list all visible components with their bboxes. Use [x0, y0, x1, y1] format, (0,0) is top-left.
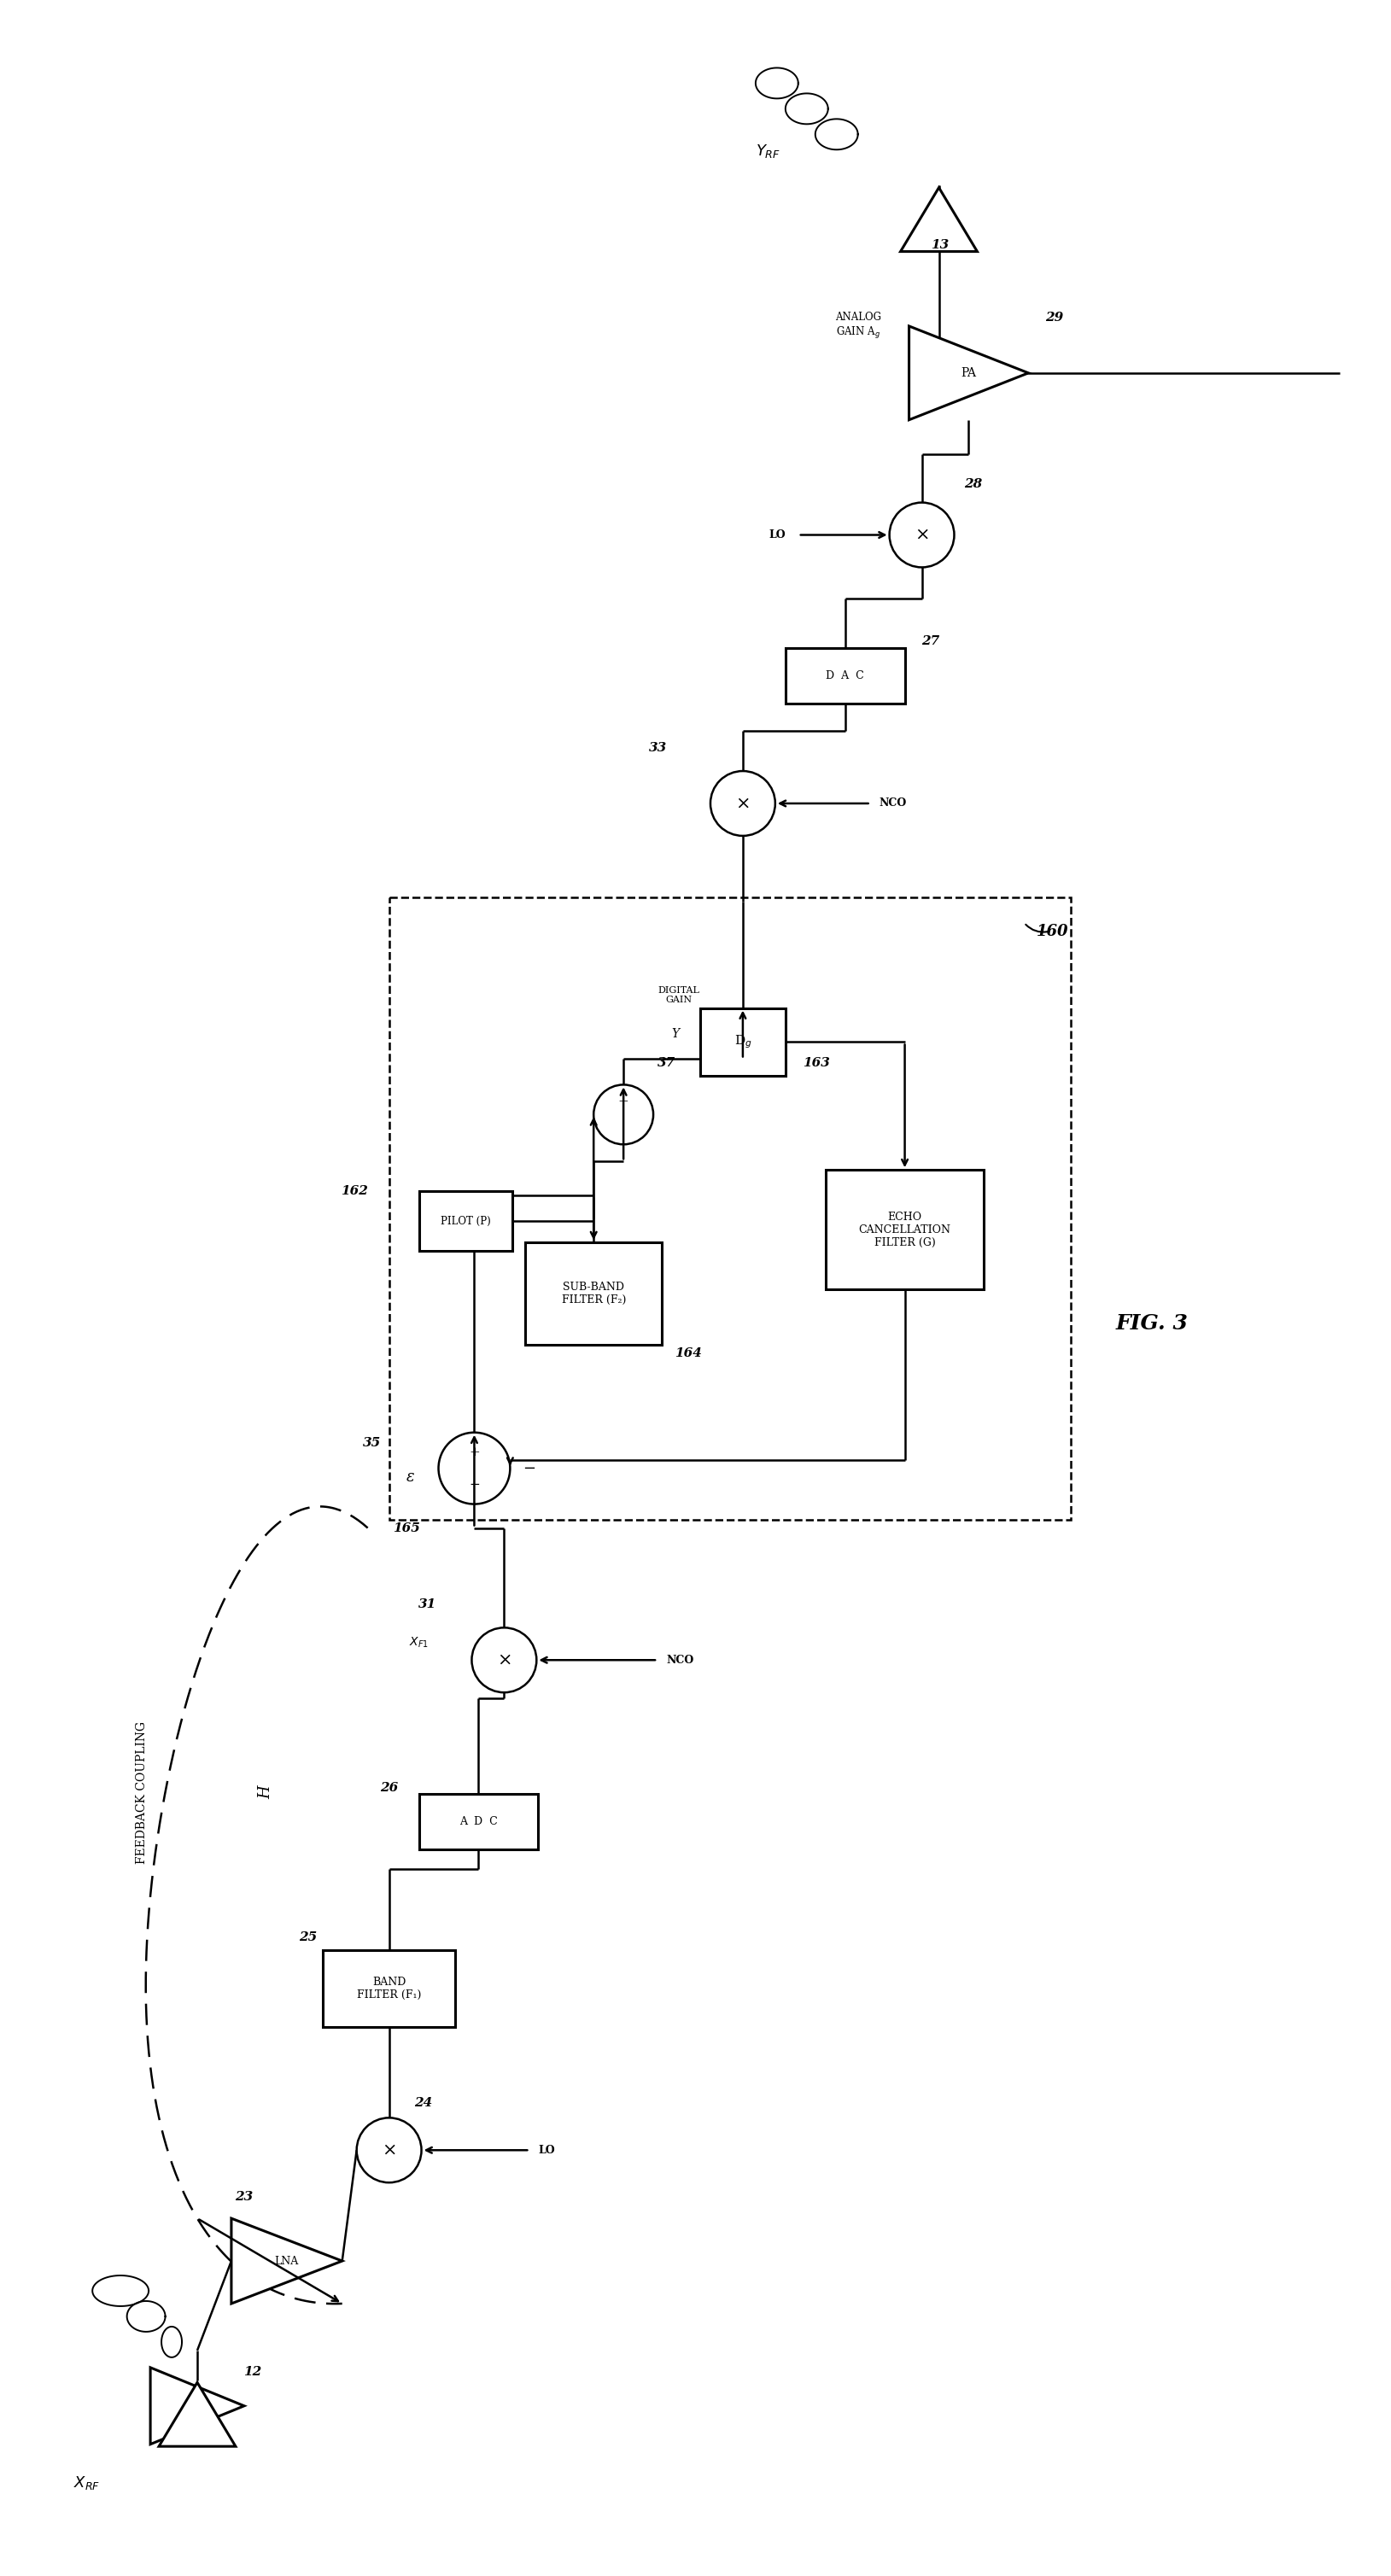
Circle shape: [711, 770, 775, 835]
Text: ×: ×: [736, 796, 750, 811]
Text: 165: 165: [392, 1522, 420, 1533]
Text: 162: 162: [341, 1185, 367, 1198]
Text: NCO: NCO: [666, 1654, 694, 1667]
Bar: [323, 1950, 455, 2027]
Text: +: +: [469, 1445, 480, 1458]
Text: +: +: [618, 1095, 629, 1108]
Text: SUB-BAND
FILTER (F₂): SUB-BAND FILTER (F₂): [562, 1283, 626, 1306]
Text: 13: 13: [931, 240, 949, 250]
Text: 24: 24: [415, 2097, 433, 2110]
Bar: [419, 1795, 538, 1850]
Bar: [826, 1170, 983, 1288]
Circle shape: [594, 1084, 654, 1144]
Text: 163: 163: [803, 1056, 829, 1069]
Text: LNA: LNA: [274, 2257, 299, 2267]
Text: 23: 23: [235, 2192, 253, 2202]
Polygon shape: [910, 327, 1028, 420]
Text: D$_g$: D$_g$: [734, 1033, 751, 1051]
Text: ×: ×: [497, 1651, 512, 1669]
Text: 25: 25: [299, 1932, 317, 1942]
Text: 35: 35: [363, 1437, 381, 1448]
Text: 31: 31: [419, 1600, 437, 1610]
Polygon shape: [159, 2383, 235, 2447]
Circle shape: [889, 502, 954, 567]
Circle shape: [472, 1628, 537, 1692]
Text: 28: 28: [964, 477, 982, 489]
Circle shape: [356, 2117, 421, 2182]
Text: $X_{RF}$: $X_{RF}$: [74, 2473, 100, 2491]
Text: 164: 164: [675, 1347, 702, 1360]
Text: ANALOG
GAIN A$_g$: ANALOG GAIN A$_g$: [835, 312, 881, 340]
Polygon shape: [900, 188, 978, 252]
Text: 160: 160: [1036, 925, 1068, 940]
Text: $Y_{RF}$: $Y_{RF}$: [755, 142, 780, 160]
Text: H: H: [257, 1785, 273, 1798]
Text: 12: 12: [243, 2365, 262, 2378]
Text: Y: Y: [670, 1028, 679, 1041]
Bar: [526, 1242, 662, 1345]
Text: LO: LO: [538, 2146, 555, 2156]
Text: DIGITAL
GAIN: DIGITAL GAIN: [658, 987, 700, 1005]
Polygon shape: [231, 2218, 342, 2303]
Text: ×: ×: [381, 2143, 396, 2159]
Text: NCO: NCO: [879, 799, 907, 809]
Text: FEEDBACK COUPLING: FEEDBACK COUPLING: [136, 1721, 147, 1862]
Text: A  D  C: A D C: [459, 1816, 498, 1826]
Bar: [786, 649, 904, 703]
Text: PA: PA: [961, 366, 976, 379]
Text: LO: LO: [769, 531, 786, 541]
Text: PILOT (P): PILOT (P): [441, 1216, 491, 1226]
Text: 27: 27: [922, 636, 940, 647]
Text: $X_{F1}$: $X_{F1}$: [409, 1636, 428, 1651]
Text: −: −: [523, 1461, 536, 1476]
Text: ×: ×: [914, 528, 929, 544]
Bar: [419, 1190, 513, 1252]
Bar: [389, 896, 1071, 1520]
Text: LNA: LNA: [118, 2411, 139, 2419]
Text: 29: 29: [1046, 312, 1064, 325]
Text: 33: 33: [648, 742, 666, 755]
Text: 26: 26: [380, 1783, 398, 1793]
Circle shape: [438, 1432, 510, 1504]
Text: BAND
FILTER (F₁): BAND FILTER (F₁): [357, 1976, 421, 1999]
Text: FIG. 3: FIG. 3: [1116, 1314, 1188, 1334]
Text: D  A  C: D A C: [826, 670, 864, 680]
Text: ε: ε: [406, 1468, 415, 1484]
Polygon shape: [150, 2367, 245, 2445]
Text: 37: 37: [658, 1056, 676, 1069]
Text: −: −: [469, 1479, 480, 1492]
Text: ECHO
CANCELLATION
FILTER (G): ECHO CANCELLATION FILTER (G): [858, 1211, 951, 1247]
Bar: [700, 1007, 786, 1077]
